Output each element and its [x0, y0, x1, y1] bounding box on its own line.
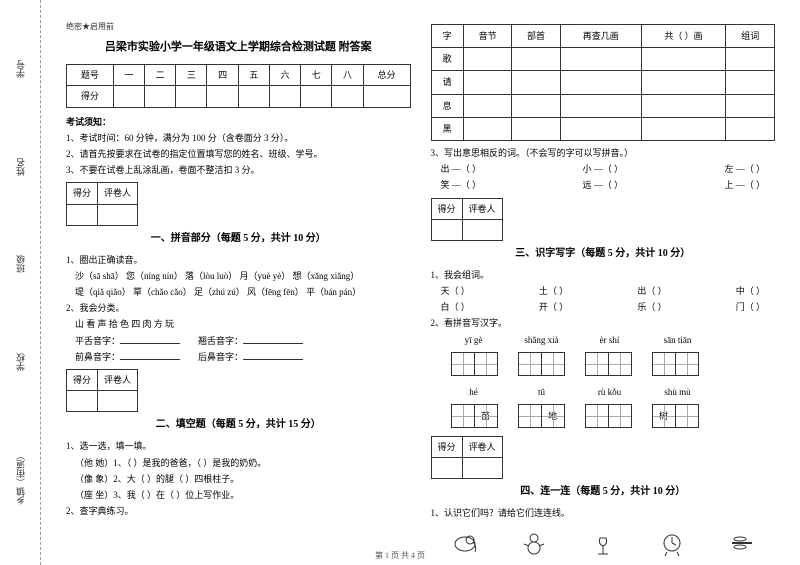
page-footer: 第 1 页 共 4 页 [0, 550, 800, 561]
score-head: 五 [238, 65, 269, 86]
score-head: 题号 [67, 65, 114, 86]
section3-title: 三、识字写字（每题 5 分，共计 10 分） [431, 245, 776, 263]
pinyin-row: yī gè shǎng xià èr shí sān tiān [451, 332, 776, 348]
q1-item: 沙（sā shā） 您（níng nín） 落（lòu luò） 月（yuè y… [66, 268, 411, 284]
score-head: 七 [301, 65, 332, 86]
eval-table: 得分评卷人 [66, 182, 138, 225]
q3: 3、写出意思相反的词。（不会写的字可以写拼音。） [431, 145, 776, 161]
q2: 2、看拼音写汉字。 [431, 315, 776, 331]
notice-item: 3、不要在试卷上乱涂乱画，卷面不整洁扣 3 分。 [66, 162, 411, 178]
notice-item: 1、考试时间：60 分钟，满分为 100 分（含卷面分 3 分）。 [66, 130, 411, 146]
binding-label: 学校 [14, 353, 27, 371]
tian-row: 苗 地 树 [451, 404, 776, 428]
notice-item: 2、请首先按要求在试卷的指定位置填写您的姓名、班级、学号。 [66, 146, 411, 162]
right-column: 字 音节 部首 再查几画 共（ ）画 组词 歌 请 息 黑 3、写出意思相反的词… [421, 20, 786, 555]
char-table: 字 音节 部首 再查几画 共（ ）画 组词 歌 请 息 黑 [431, 24, 776, 141]
content: 绝密★启用前 吕梁市实验小学一年级语文上学期综合检测试题 附答案 题号 一 二 … [41, 0, 800, 565]
score-head: 六 [269, 65, 300, 86]
left-column: 绝密★启用前 吕梁市实验小学一年级语文上学期综合检测试题 附答案 题号 一 二 … [56, 20, 421, 555]
eval-table: 得分评卷人 [431, 198, 503, 241]
confidential-label: 绝密★启用前 [66, 20, 411, 34]
tian-row [451, 352, 776, 376]
q1: 1、认识它们吗？请给它们连连线。 [431, 505, 776, 521]
section2-title: 二、填空题（每题 5 分，共计 15 分） [66, 416, 411, 434]
score-row-label: 得分 [67, 86, 114, 107]
q1-item: 堤（qiǎ qiǎo） 草（chǎo cǎo） 足（zhú zú） 风（fēng… [66, 284, 411, 300]
q2-line: 山 看 声 拾 色 四 肉 方 玩 [66, 316, 411, 332]
section4-title: 四、连一连（每题 5 分，共计 10 分） [431, 483, 776, 501]
q2: 2、查字典练习。 [66, 503, 411, 519]
q1: 1、我会组词。 [431, 267, 776, 283]
score-head: 一 [113, 65, 144, 86]
notice-title: 考试须知： [66, 114, 411, 130]
q2: 2、我会分类。 [66, 300, 411, 316]
q1a: （他 她）1、（ ）是我的爸爸，（ ）是我的奶奶。 [66, 455, 411, 471]
score-table: 题号 一 二 三 四 五 六 七 八 总分 得分 [66, 64, 411, 107]
score-head: 二 [145, 65, 176, 86]
score-head: 四 [207, 65, 238, 86]
eval-table: 得分评卷人 [66, 369, 138, 412]
q1c: （座 坐）3、我（ ）在（ ）位上写作业。 [66, 487, 411, 503]
page: 学号 姓名 班级 学校 乡镇（街道） 绝密★启用前 吕梁市实验小学一年级语文上学… [0, 0, 800, 565]
opposites-row: 出 —（ ） 小 —（ ） 左 —（ ） [431, 161, 776, 177]
opposites-row: 笑 —（ ） 远 —（ ） 上 —（ ） [431, 177, 776, 193]
binding-margin: 学号 姓名 班级 学校 乡镇（街道） [0, 0, 41, 565]
binding-label: 学号 [14, 60, 27, 78]
exam-title: 吕梁市实验小学一年级语文上学期综合检测试题 附答案 [66, 38, 411, 58]
binding-label: 乡镇（街道） [14, 451, 27, 505]
score-head: 总分 [363, 65, 410, 86]
eval-table: 得分评卷人 [431, 436, 503, 479]
section1-title: 一、拼音部分（每题 5 分，共计 10 分） [66, 230, 411, 248]
q1: 1、选一选，填一填。 [66, 438, 411, 454]
score-head: 八 [332, 65, 363, 86]
q1b: （像 象）2、大（ ）的腿（ ）四根柱子。 [66, 471, 411, 487]
binding-label: 姓名 [14, 158, 27, 176]
score-head: 三 [176, 65, 207, 86]
pinyin-row: hé tǔ rù kǒu shù mù [451, 384, 776, 400]
q1: 1、圈出正确读音。 [66, 252, 411, 268]
binding-label: 班级 [14, 255, 27, 273]
